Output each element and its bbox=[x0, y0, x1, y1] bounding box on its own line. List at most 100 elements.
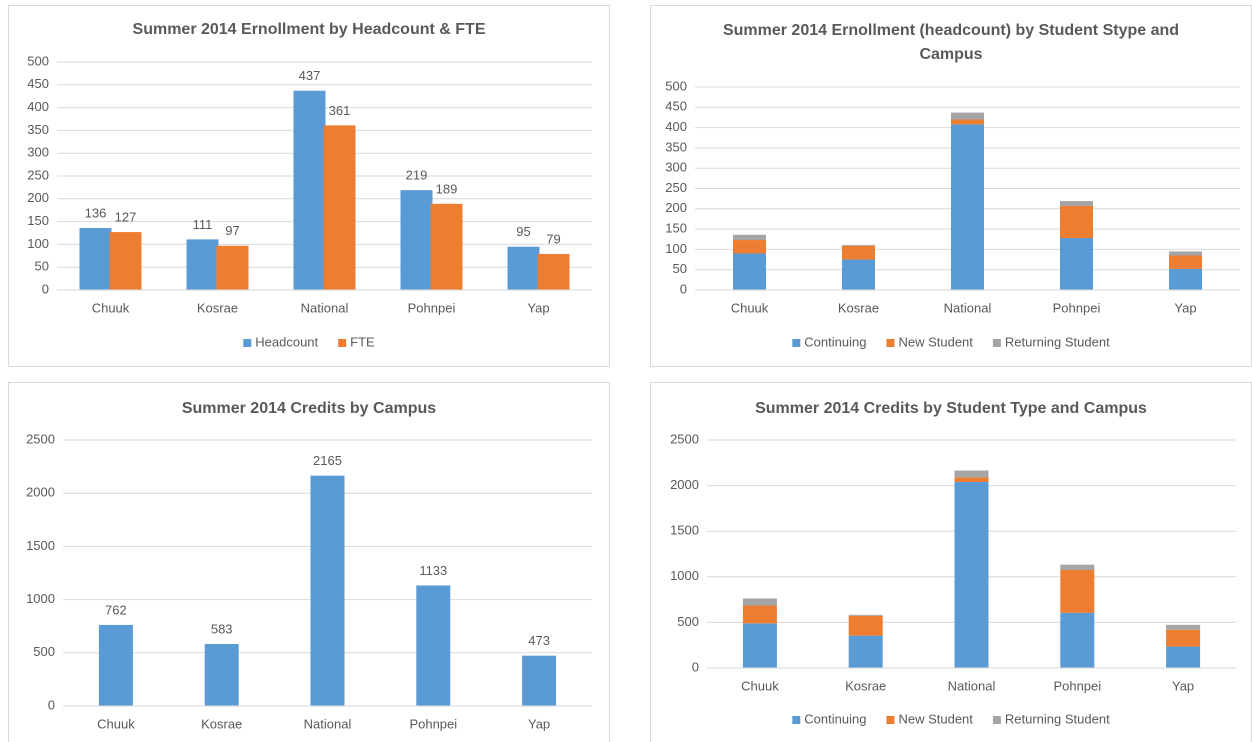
y-tick-label: 500 bbox=[665, 78, 687, 93]
bar-segment bbox=[733, 240, 766, 254]
y-tick-label: 350 bbox=[665, 139, 687, 154]
legend-swatch bbox=[792, 339, 801, 347]
chart-title: Summer 2014 Credits by Student Type and … bbox=[755, 400, 1147, 417]
x-tick-label: Chuuk bbox=[97, 716, 135, 731]
x-tick-label: Yap bbox=[1172, 678, 1194, 693]
bar bbox=[186, 239, 219, 290]
y-tick-label: 2000 bbox=[670, 477, 699, 492]
legend-label: FTE bbox=[350, 334, 375, 349]
bar-segment bbox=[951, 112, 984, 120]
bar-segment bbox=[842, 245, 875, 260]
bar bbox=[79, 227, 112, 290]
bar bbox=[98, 624, 133, 706]
x-tick-label: Kosrae bbox=[197, 300, 238, 315]
legend-label: Headcount bbox=[255, 334, 318, 349]
bar bbox=[204, 643, 239, 706]
data-label: 189 bbox=[436, 181, 458, 196]
legend-swatch bbox=[992, 339, 1001, 347]
bar-segment bbox=[848, 615, 883, 636]
bar bbox=[537, 253, 570, 290]
x-tick-label: Kosrae bbox=[845, 678, 886, 693]
data-label: 97 bbox=[225, 223, 239, 238]
legend-swatch bbox=[792, 716, 801, 724]
data-label: 127 bbox=[115, 210, 137, 225]
legend-swatch bbox=[886, 716, 895, 724]
y-tick-label: 200 bbox=[27, 190, 49, 205]
x-tick-label: Chuuk bbox=[731, 300, 769, 315]
y-tick-label: 100 bbox=[27, 236, 49, 251]
bar-segment bbox=[951, 119, 984, 125]
data-label: 79 bbox=[546, 231, 560, 246]
chart-panel bbox=[650, 382, 1252, 742]
legend-swatch bbox=[992, 716, 1001, 724]
y-tick-label: 1000 bbox=[26, 591, 55, 606]
legend-label: New Student bbox=[898, 711, 973, 726]
legend-label: Continuing bbox=[804, 334, 866, 349]
legend-label: New Student bbox=[898, 334, 973, 349]
y-tick-label: 2000 bbox=[26, 485, 55, 500]
bar-segment bbox=[1060, 612, 1095, 668]
bar-segment bbox=[954, 477, 989, 482]
x-tick-label: Chuuk bbox=[741, 678, 779, 693]
bar bbox=[109, 232, 142, 290]
chart-title: Summer 2014 Credits by Campus bbox=[181, 400, 437, 417]
bar-segment bbox=[742, 598, 777, 606]
y-tick-label: 0 bbox=[692, 659, 699, 674]
bar-segment bbox=[1169, 268, 1202, 290]
bar bbox=[293, 90, 326, 290]
x-tick-label: Kosrae bbox=[838, 300, 879, 315]
y-tick-label: 300 bbox=[665, 160, 687, 175]
x-tick-label: National bbox=[944, 300, 992, 315]
y-tick-label: 150 bbox=[27, 213, 49, 228]
y-tick-label: 500 bbox=[677, 614, 699, 629]
data-label: 437 bbox=[299, 68, 321, 83]
y-tick-label: 500 bbox=[33, 644, 55, 659]
y-tick-label: 1500 bbox=[670, 523, 699, 538]
y-tick-label: 400 bbox=[665, 119, 687, 134]
chart-panel bbox=[8, 382, 610, 742]
bar bbox=[310, 475, 345, 706]
data-label: 473 bbox=[528, 633, 550, 648]
x-tick-label: Yap bbox=[1174, 300, 1196, 315]
bar-segment bbox=[1169, 255, 1202, 269]
y-tick-label: 100 bbox=[665, 241, 687, 256]
legend-swatch bbox=[243, 339, 252, 347]
chart-title: Summer 2014 Ernollment by Headcount & FT… bbox=[132, 21, 486, 38]
x-tick-label: Pohnpei bbox=[1053, 678, 1101, 693]
y-tick-label: 450 bbox=[665, 99, 687, 114]
data-label: 583 bbox=[211, 621, 233, 636]
bar bbox=[400, 190, 433, 290]
y-tick-label: 0 bbox=[680, 281, 687, 296]
legend-label: Returning Student bbox=[1005, 334, 1110, 349]
y-tick-label: 2500 bbox=[26, 431, 55, 446]
legend-label: Returning Student bbox=[1005, 711, 1110, 726]
bar-segment bbox=[842, 244, 875, 246]
x-tick-label: National bbox=[304, 716, 352, 731]
y-tick-label: 400 bbox=[27, 99, 49, 114]
x-tick-label: National bbox=[948, 678, 996, 693]
x-tick-label: Yap bbox=[528, 716, 550, 731]
data-label: 219 bbox=[406, 168, 428, 183]
bar-segment bbox=[951, 124, 984, 291]
y-tick-label: 50 bbox=[35, 259, 49, 274]
data-label: 111 bbox=[193, 217, 213, 232]
y-tick-label: 200 bbox=[665, 200, 687, 215]
bar-segment bbox=[848, 614, 883, 616]
bar-segment bbox=[742, 605, 777, 624]
data-label: 136 bbox=[85, 205, 107, 220]
y-tick-label: 150 bbox=[665, 221, 687, 236]
y-tick-label: 250 bbox=[665, 180, 687, 195]
bar bbox=[522, 655, 557, 706]
y-tick-label: 300 bbox=[27, 145, 49, 160]
x-tick-label: Chuuk bbox=[92, 300, 130, 315]
bar-segment bbox=[954, 481, 989, 668]
x-tick-label: Kosrae bbox=[201, 716, 242, 731]
bar-segment bbox=[1060, 564, 1095, 570]
y-tick-label: 50 bbox=[673, 261, 687, 276]
bar-segment bbox=[1060, 201, 1093, 206]
bar-segment bbox=[1060, 205, 1093, 239]
y-tick-label: 1500 bbox=[26, 538, 55, 553]
bar-segment bbox=[1166, 646, 1201, 668]
data-label: 361 bbox=[329, 103, 351, 118]
